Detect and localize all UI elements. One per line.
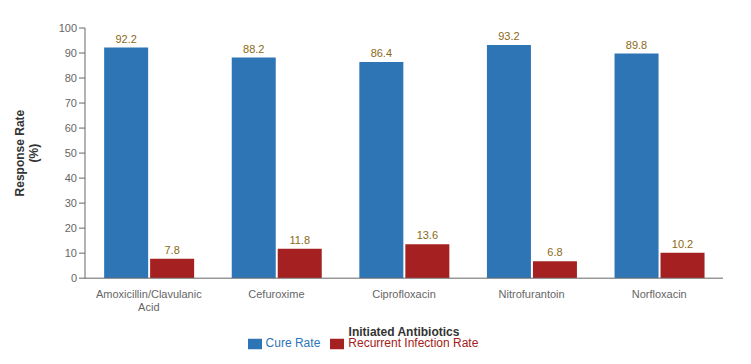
svg-text:92.2: 92.2 <box>115 33 136 45</box>
svg-text:50: 50 <box>65 147 77 159</box>
svg-text:Norfloxacin: Norfloxacin <box>632 288 687 300</box>
svg-text:88.2: 88.2 <box>243 43 264 55</box>
svg-text:80: 80 <box>65 72 77 84</box>
svg-text:93.2: 93.2 <box>498 30 519 42</box>
svg-text:Response Rate(%): Response Rate(%) <box>13 109 41 196</box>
svg-text:86.4: 86.4 <box>371 47 392 59</box>
svg-text:10.2: 10.2 <box>672 238 693 250</box>
html-text:Recurrent Infection Rate: Recurrent Infection Rate <box>348 336 479 351</box>
svg-text:Initiated Antibiotics: Initiated Antibiotics <box>349 325 460 339</box>
svg-text:40: 40 <box>65 172 77 184</box>
svg-text:90: 90 <box>65 47 77 59</box>
svg-text:Ciprofloxacin: Ciprofloxacin <box>372 288 436 300</box>
svg-text:0: 0 <box>71 272 77 284</box>
svg-text:Cefuroxime: Cefuroxime <box>248 288 304 300</box>
svg-text:89.8: 89.8 <box>626 39 647 51</box>
svg-text:13.6: 13.6 <box>417 229 438 241</box>
svg-text:100: 100 <box>59 22 77 34</box>
svg-text:20: 20 <box>65 222 77 234</box>
html-text:Cure Rate: Cure Rate <box>265 336 321 351</box>
svg-text:10: 10 <box>65 247 77 259</box>
svg-text:Amoxicillin/ClavulanicAcid: Amoxicillin/ClavulanicAcid <box>96 288 202 313</box>
svg-text:30: 30 <box>65 197 77 209</box>
svg-text:Nitrofurantoin: Nitrofurantoin <box>499 288 565 300</box>
svg-text:70: 70 <box>65 97 77 109</box>
svg-text:7.8: 7.8 <box>164 244 179 256</box>
svg-text:60: 60 <box>65 122 77 134</box>
svg-text:6.8: 6.8 <box>547 246 562 258</box>
svg-text:11.8: 11.8 <box>289 234 310 246</box>
